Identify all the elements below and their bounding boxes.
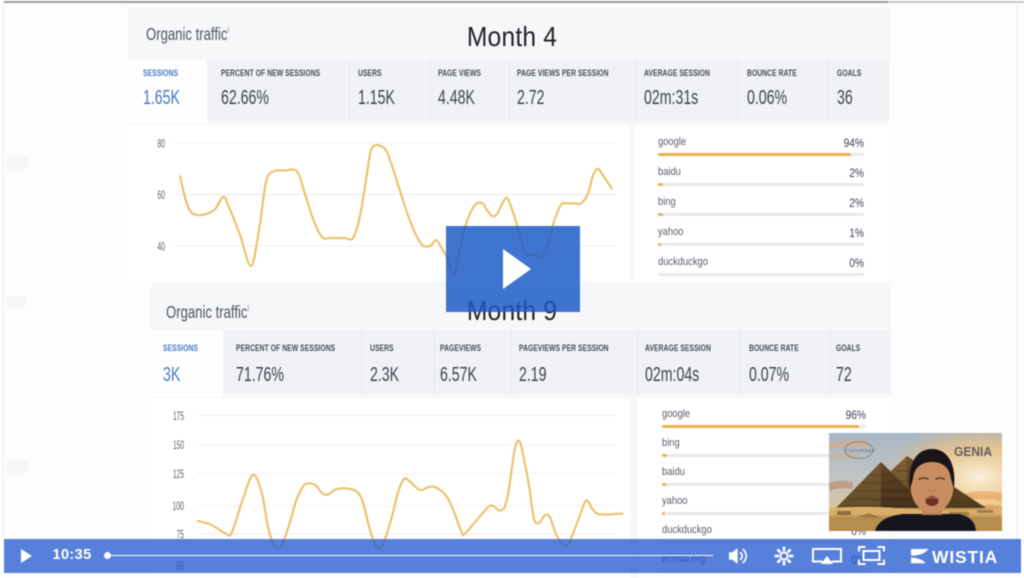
- svg-text:VISIONARY: VISIONARY: [844, 449, 876, 454]
- svg-text:75: 75: [177, 528, 185, 542]
- svg-text:150: 150: [173, 438, 184, 452]
- svg-text:175: 175: [173, 409, 184, 423]
- svg-text:40: 40: [158, 239, 166, 253]
- svg-text:80: 80: [158, 136, 166, 150]
- svg-text:100: 100: [173, 499, 185, 513]
- svg-text:GENIA: GENIA: [954, 444, 993, 459]
- svg-text:125: 125: [173, 467, 184, 481]
- svg-text:60: 60: [158, 188, 166, 202]
